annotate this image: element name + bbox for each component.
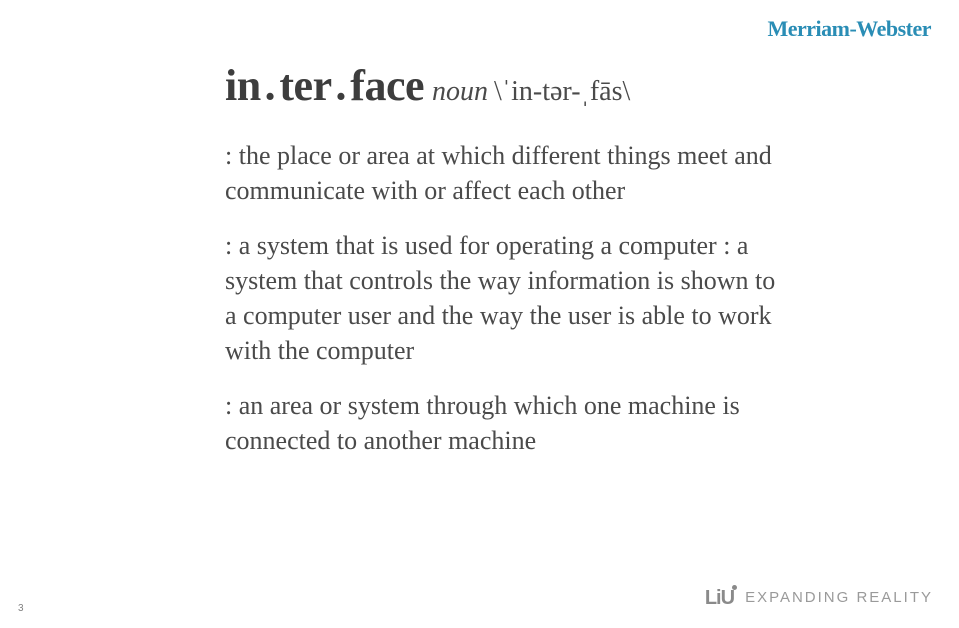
logo-dot-icon bbox=[732, 585, 737, 590]
page-number: 3 bbox=[18, 603, 24, 614]
definition-2: : a system that is used for operating a … bbox=[225, 228, 785, 368]
source-attribution: Merriam-Webster bbox=[767, 16, 931, 42]
syllable-separator: · bbox=[332, 72, 351, 121]
liu-logo: LiU bbox=[705, 585, 737, 610]
dictionary-entry: in·ter·face noun \ˈin-tər-ˌfās\ : the pl… bbox=[225, 60, 785, 479]
syllable-1: in bbox=[225, 61, 261, 110]
definition-3: : an area or system through which one ma… bbox=[225, 388, 785, 458]
footer-tagline: EXPANDING REALITY bbox=[745, 589, 933, 606]
pronunciation: \ˈin-tər-ˌfās\ bbox=[494, 76, 630, 107]
syllable-3: face bbox=[350, 61, 424, 110]
syllable-2: ter bbox=[279, 61, 331, 110]
syllable-separator: · bbox=[261, 72, 280, 121]
part-of-speech: noun bbox=[432, 76, 488, 107]
definition-1: : the place or area at which different t… bbox=[225, 138, 785, 208]
headword-line: in·ter·face noun \ˈin-tər-ˌfās\ bbox=[225, 60, 785, 122]
footer-logo: LiU EXPANDING REALITY bbox=[705, 585, 933, 610]
